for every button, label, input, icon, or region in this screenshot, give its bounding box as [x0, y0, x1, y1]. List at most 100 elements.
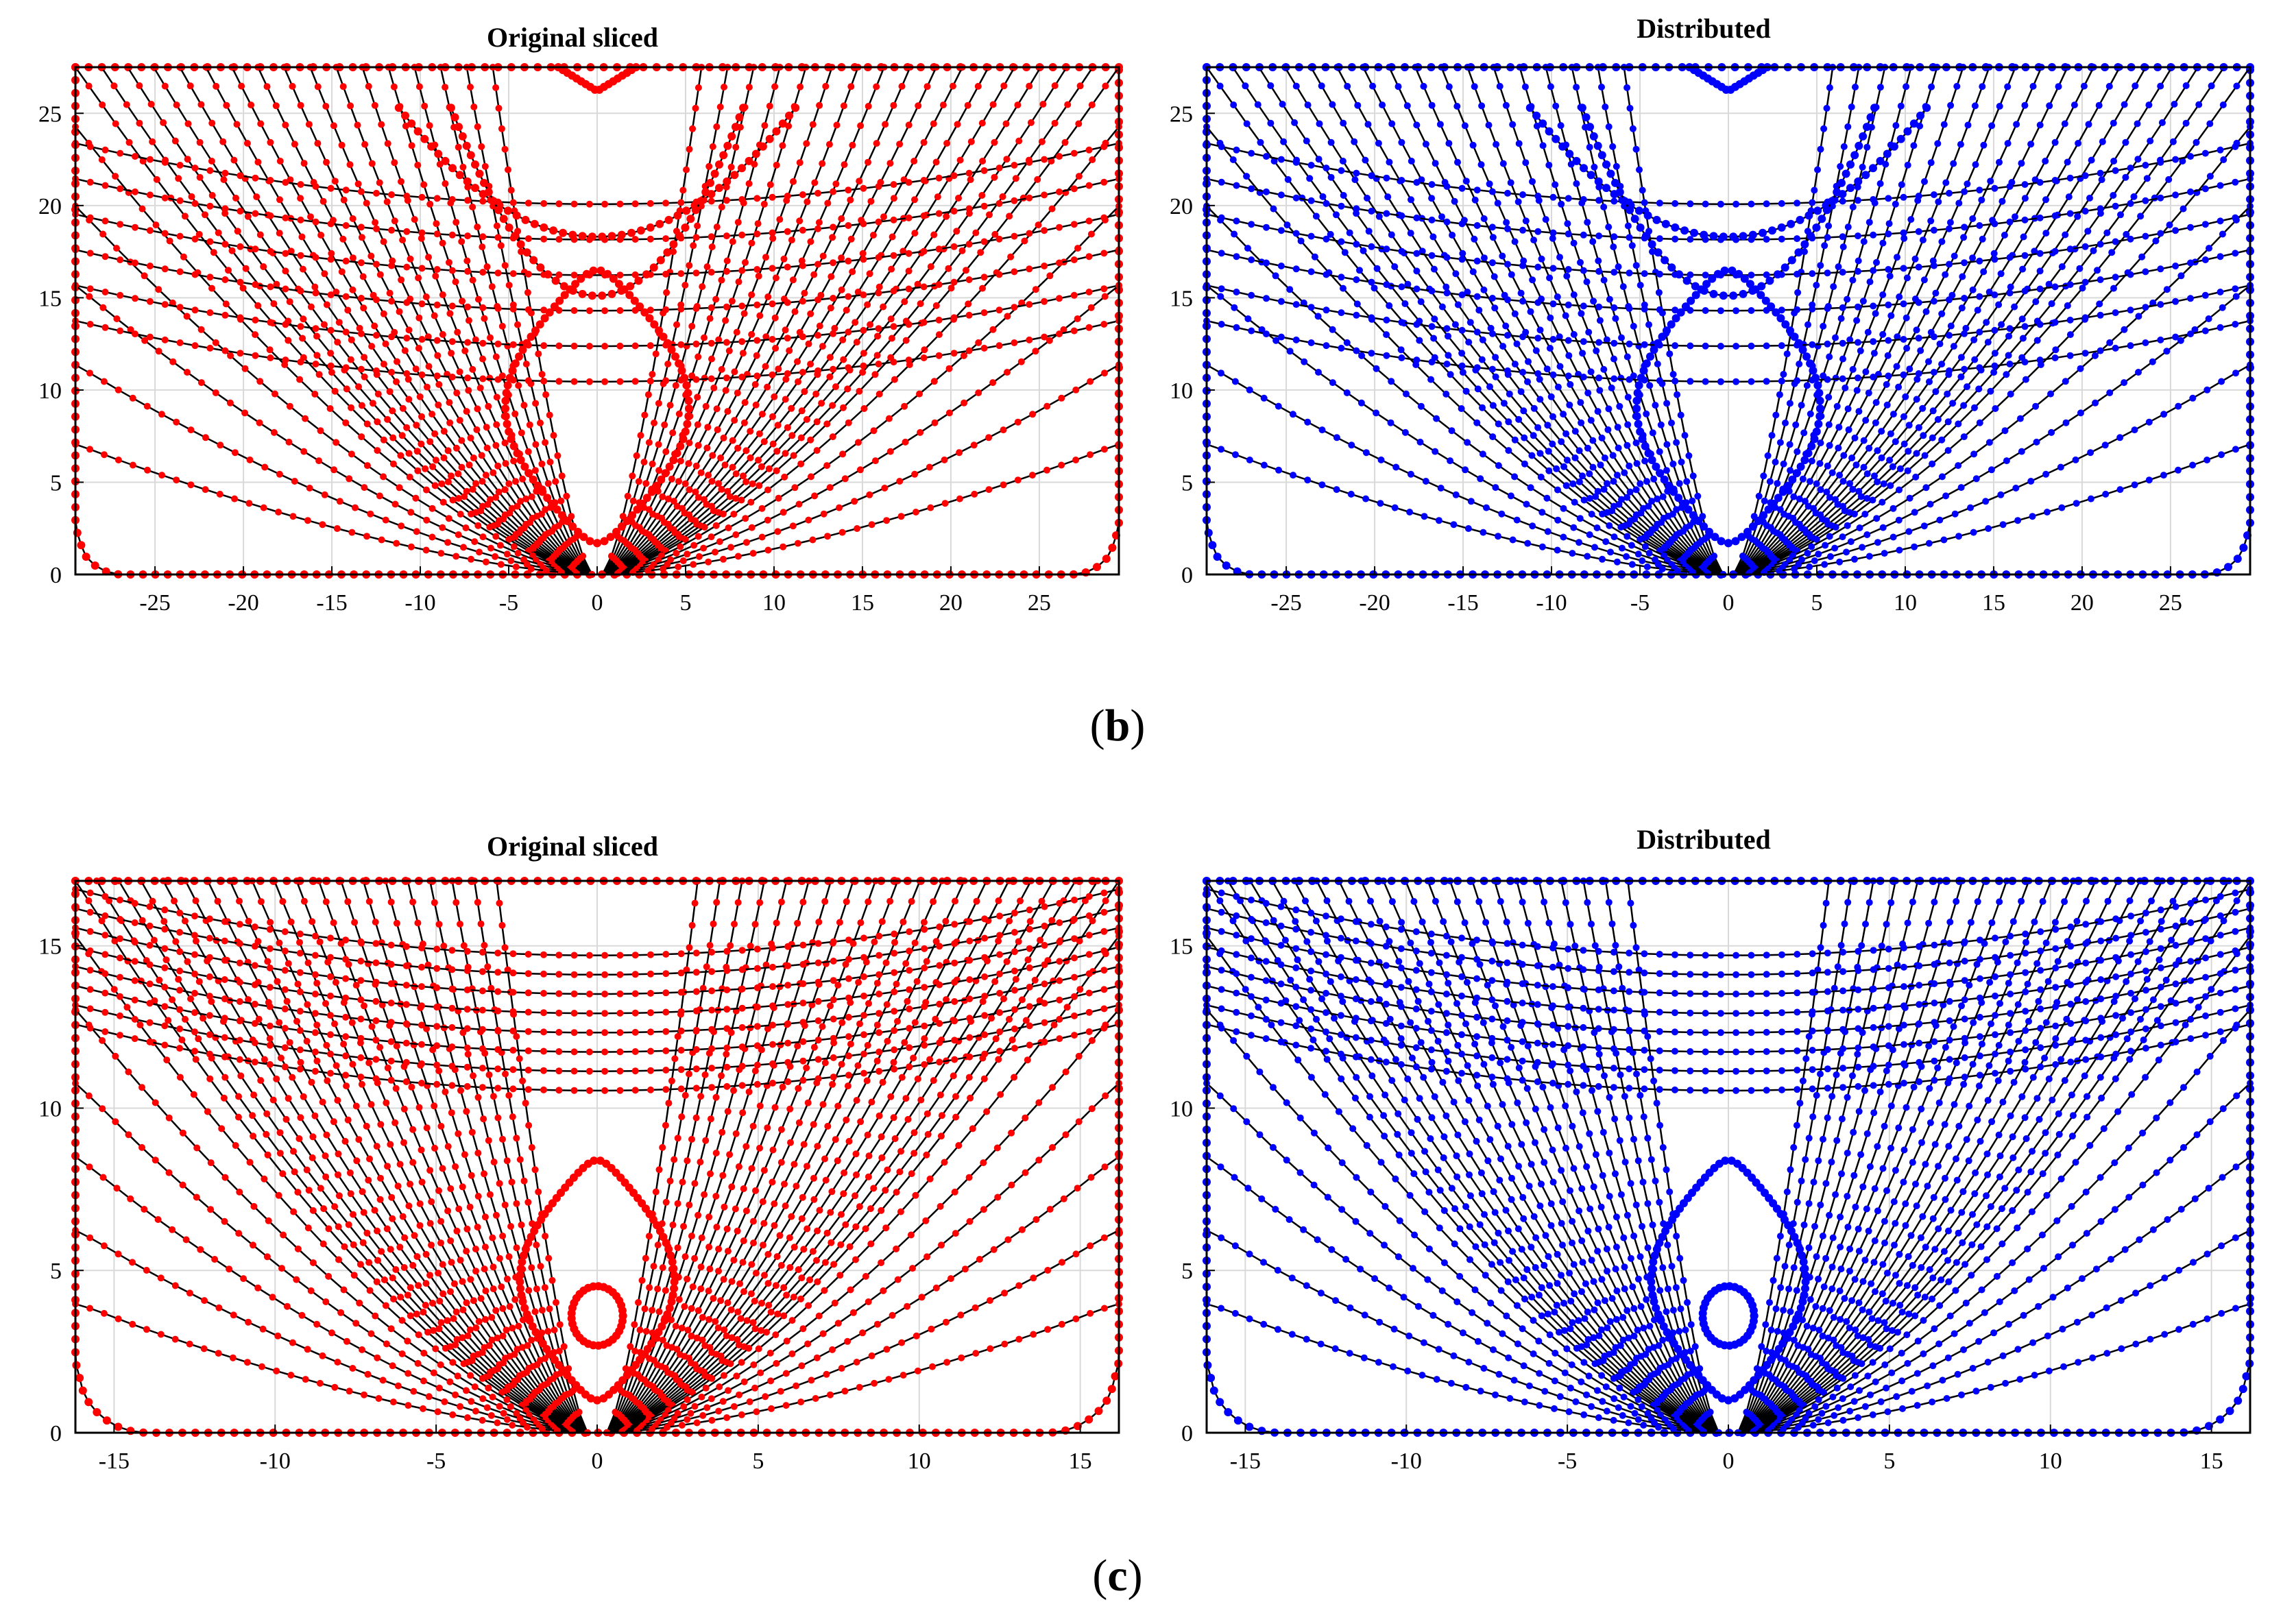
- data-point: [2169, 138, 2177, 145]
- data-point: [1826, 84, 1833, 91]
- data-point: [739, 350, 747, 357]
- data-point: [1658, 565, 1666, 572]
- data-point: [827, 304, 834, 312]
- data-point: [384, 415, 391, 423]
- data-point: [2001, 232, 2008, 239]
- data-point: [380, 436, 387, 444]
- data-point: [568, 230, 577, 239]
- data-point: [1323, 306, 1330, 314]
- data-point: [2048, 428, 2055, 436]
- data-point: [1343, 339, 1351, 346]
- data-point: [1853, 317, 1861, 324]
- data-point: [2219, 101, 2227, 108]
- data-point: [1717, 343, 1724, 350]
- data-point: [331, 387, 339, 395]
- data-point: [1729, 232, 1738, 241]
- data-point: [1878, 454, 1885, 461]
- data-point: [991, 138, 998, 146]
- data-point: [954, 121, 961, 128]
- data-point: [161, 82, 169, 90]
- data-point: [1885, 266, 1892, 273]
- data-point: [1654, 361, 1661, 367]
- data-point: [1804, 449, 1813, 458]
- data-point: [1102, 82, 1109, 90]
- data-point: [713, 405, 721, 413]
- data-point: [544, 270, 553, 279]
- data-point: [712, 295, 720, 303]
- data-point: [191, 165, 199, 172]
- data-point: [1458, 256, 1466, 263]
- data-point: [388, 226, 396, 234]
- data-point: [1671, 223, 1680, 232]
- data-point: [1897, 102, 1905, 110]
- data-point: [755, 272, 762, 280]
- data-point: [446, 310, 454, 317]
- data-point: [1804, 321, 1811, 328]
- data-point: [403, 370, 411, 377]
- data-point: [1353, 205, 1360, 213]
- data-point: [1844, 123, 1852, 130]
- data-point: [692, 234, 700, 241]
- data-point: [1872, 310, 1879, 317]
- data-point: [442, 180, 449, 187]
- data-point: [1102, 555, 1111, 563]
- data-point: [1445, 352, 1452, 359]
- data-point: [1519, 333, 1527, 341]
- data-point: [374, 447, 381, 455]
- data-point: [729, 238, 736, 245]
- data-point: [636, 226, 645, 235]
- data-point: [1846, 160, 1855, 169]
- data-point: [440, 428, 448, 435]
- data-point: [1563, 272, 1571, 280]
- data-point: [1783, 350, 1791, 358]
- data-point: [633, 505, 642, 514]
- data-point: [1458, 220, 1466, 228]
- data-point: [1290, 472, 1297, 479]
- data-point: [616, 378, 624, 385]
- data-point: [2217, 289, 2224, 295]
- data-point: [1669, 371, 1677, 378]
- y-tick-label: 0: [50, 563, 62, 588]
- data-point: [464, 303, 472, 311]
- data-point: [358, 234, 365, 241]
- data-point: [490, 469, 497, 476]
- data-point: [1947, 322, 1955, 330]
- data-point: [416, 393, 424, 400]
- data-point: [1915, 228, 1922, 235]
- data-point: [666, 402, 674, 409]
- data-point: [1383, 352, 1390, 359]
- data-point: [676, 441, 685, 450]
- data-point: [625, 291, 634, 300]
- data-point: [1307, 232, 1315, 240]
- data-point: [1737, 533, 1746, 542]
- data-point: [1823, 104, 1831, 112]
- data-point: [1720, 266, 1729, 275]
- data-point: [327, 256, 335, 263]
- data-point: [2239, 544, 2248, 552]
- data-point: [717, 455, 725, 461]
- data-point: [2073, 500, 2080, 507]
- data-point: [758, 505, 766, 512]
- data-point: [1774, 494, 1783, 502]
- data-point: [327, 326, 335, 334]
- data-point: [210, 249, 217, 256]
- data-point: [339, 235, 347, 243]
- data-point: [723, 303, 730, 311]
- data-point: [1971, 404, 1978, 411]
- data-point: [1610, 269, 1618, 276]
- data-point: [1529, 178, 1536, 185]
- data-point: [989, 101, 997, 108]
- data-point: [1612, 315, 1619, 322]
- data-point: [438, 480, 446, 487]
- data-point: [673, 550, 680, 557]
- data-point: [1311, 253, 1318, 260]
- data-point: [398, 522, 405, 530]
- data-point: [555, 200, 563, 208]
- data-point: [479, 339, 487, 347]
- data-point: [1480, 215, 1488, 222]
- data-point: [795, 500, 803, 508]
- data-point: [1815, 396, 1824, 405]
- data-point: [538, 371, 546, 378]
- data-point: [2031, 247, 2038, 255]
- data-point: [1517, 388, 1525, 396]
